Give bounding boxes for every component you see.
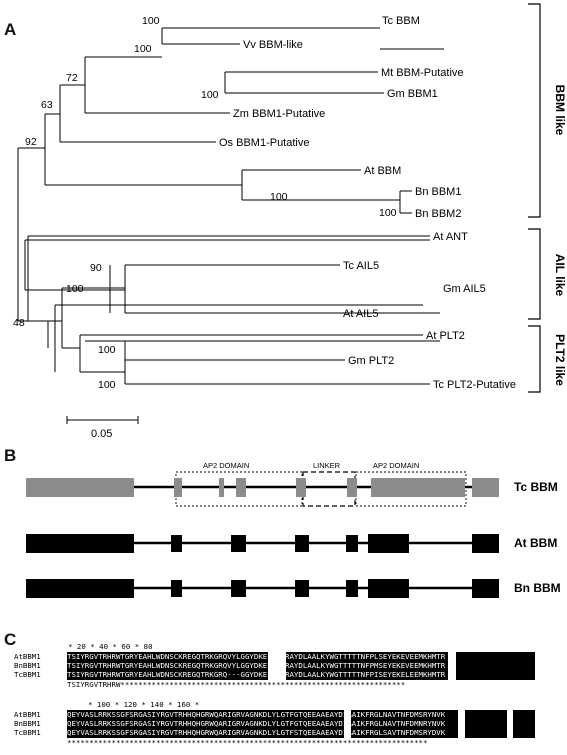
taxon-label: Mt BBM-Putative	[381, 67, 464, 79]
scale-bar-label: 0.05	[91, 428, 112, 440]
taxon-label: Tc BBM	[382, 15, 420, 27]
gene-label: At BBM	[514, 536, 557, 550]
taxon-label: Gm BBM1	[387, 88, 438, 100]
panel-label-a: A	[4, 20, 17, 39]
taxon-label: Bn BBM2	[415, 208, 461, 220]
bootstrap-value: 48	[13, 317, 25, 329]
phylogenetic-tree: Tc BBM Vv BBM-like Mt BBM-Putative Gm BB…	[13, 3, 567, 440]
domain-label: AP2 DOMAIN	[373, 461, 419, 470]
panel-label-b: B	[4, 446, 17, 465]
taxon-label: Tc PLT2-Putative	[433, 379, 516, 391]
tree-branches	[17, 27, 440, 373]
gene-structure-diagram: AP2 DOMAIN LINKER AP2 DOMAIN Tc BBM	[26, 461, 561, 598]
bootstrap-value: 100	[379, 207, 397, 219]
sequence-name: BnBBM1	[14, 661, 41, 670]
ruler-line: * 20 * 40 * 60 * 80	[68, 642, 153, 651]
sequence-name: AtBBM1	[14, 652, 41, 661]
bootstrap-value: 100	[201, 89, 219, 101]
gene-model-bn-bbm	[26, 579, 499, 598]
taxon-label: Bn BBM1	[415, 186, 461, 198]
sequence-row: TSIYRGVTRHRWTGRYEAHLWDNSCKREGQTRKGRQVYLG…	[67, 652, 446, 661]
sequence-row: QEYVASLRRKSSGFSRGASIYRGVTRHHQHGRWQARIGRV…	[67, 710, 446, 719]
bootstrap-value: 100	[98, 379, 116, 391]
group-label: PLT2 like	[553, 334, 567, 386]
taxon-label: Gm PLT2	[348, 355, 394, 367]
bootstrap-value: 63	[41, 99, 53, 111]
sequence-alignment: .seq { font-family:"DejaVu Sans Mono", m…	[14, 642, 535, 747]
bootstrap-value: 100	[98, 344, 116, 356]
sequence-name: AtBBM1	[14, 710, 41, 719]
taxon-label: Vv BBM-like	[243, 39, 303, 51]
sequence-name: TcBBM1	[14, 728, 41, 737]
panel-label-c: C	[4, 630, 17, 649]
consensus-line: ****************************************…	[67, 738, 427, 747]
sequence-name: BnBBM1	[14, 719, 41, 728]
sequence-row: QEYVASLRRKSSGFSRGASIYRGVTRHHQHGRWQARIGRV…	[67, 728, 446, 737]
taxon-label: Gm AIL5	[443, 283, 486, 295]
bootstrap-value: 100	[142, 15, 160, 27]
taxon-label: Tc AIL5	[343, 260, 379, 272]
taxon-label: At BBM	[364, 165, 401, 177]
gene-label: Bn BBM	[514, 581, 561, 595]
sequence-row: TSIYRGVTRHRWTGRYEAHLWDNSCKREGQTRKGRQVYLG…	[67, 661, 446, 670]
taxon-label: At AIL5	[343, 308, 378, 320]
group-label: BBM like	[553, 85, 567, 136]
ruler-line: * 100 * 120 * 140 * 160 *	[88, 700, 199, 709]
sequence-row: QEYVASLRRKSSGFSRGASIYRGVTRHHQHGRWQARIGRV…	[67, 719, 446, 728]
group-brackets	[528, 3, 541, 393]
bootstrap-value: 90	[90, 262, 102, 274]
domain-label: AP2 DOMAIN	[203, 461, 249, 470]
bootstrap-value: 100	[66, 283, 84, 295]
tree-branches-2	[18, 235, 430, 385]
taxon-label: Os BBM1-Putative	[219, 137, 309, 149]
taxon-label: Zm BBM1-Putative	[233, 108, 325, 120]
scale-bar	[66, 416, 139, 424]
bootstrap-value: 72	[66, 72, 78, 84]
alignment-block-1: AtBBM1 BnBBM1 TcBBM1 TSIYRGVTRHRWTGRYEAH…	[14, 652, 535, 689]
gene-model-tc-bbm	[26, 478, 499, 497]
domain-label: LINKER	[313, 461, 341, 470]
consensus-line: TSIYRGVTRHRW****************************…	[67, 680, 405, 689]
taxon-label: At PLT2	[426, 330, 465, 342]
bootstrap-value: 100	[270, 191, 288, 203]
gene-label: Tc BBM	[514, 480, 558, 494]
taxon-label: At ANT	[433, 231, 468, 243]
bootstrap-value: 100	[134, 43, 152, 55]
group-label: AIL like	[553, 254, 567, 297]
sequence-name: TcBBM1	[14, 670, 41, 679]
alignment-block-2: AtBBM1 BnBBM1 TcBBM1 QEYVASLRRKSSGFSRGAS…	[14, 710, 535, 747]
gene-model-at-bbm	[26, 534, 499, 553]
sequence-row: TSIYRGVTRHRWTGRYEAHLWDNSCKREGQTRKGRQ---G…	[67, 670, 446, 679]
bootstrap-value: 92	[25, 136, 37, 148]
